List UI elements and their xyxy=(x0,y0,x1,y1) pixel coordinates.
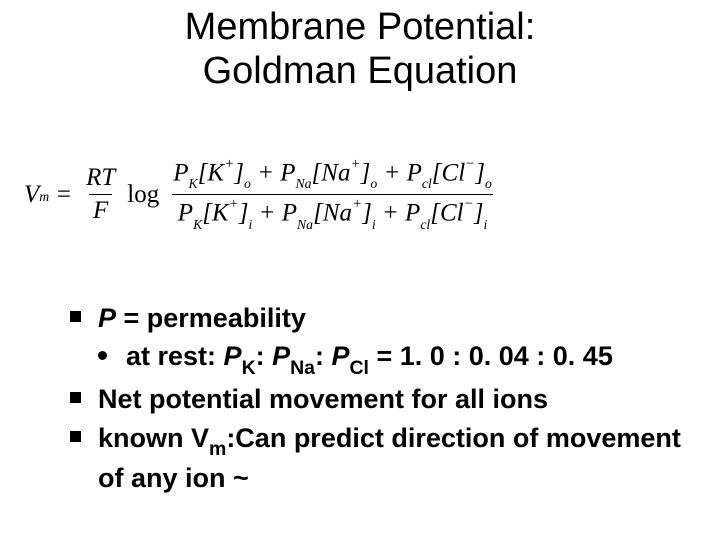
eq-num-pna: P xyxy=(280,159,295,186)
eq-num-cl-o: o xyxy=(485,176,492,191)
eq-num-k-brc: ] xyxy=(234,159,244,186)
eq-den-na-brc: ] xyxy=(362,200,372,227)
eq-den-na-ch: + xyxy=(352,196,362,212)
eq-num-k-br: [ xyxy=(198,159,208,186)
atrest-pcl-sub: Cl xyxy=(350,357,369,379)
eq-den-pk: P xyxy=(178,200,193,227)
atrest-pk-sub: K xyxy=(242,357,256,379)
eq-num-pcl-sub: cl xyxy=(422,176,432,191)
eq-num-pna-sub: Na xyxy=(296,176,312,191)
eq-den-plus2: + xyxy=(382,200,405,227)
eq-den-pna-sub: Na xyxy=(297,217,313,232)
eq-den-k-i: i xyxy=(249,217,253,232)
eq-den-cl-br: [ xyxy=(430,200,440,227)
bullet-list: P = permeability at rest: PK: PNa: PCl =… xyxy=(70,300,690,499)
eq-num-k-ion: K xyxy=(207,159,224,186)
atrest-pre: at rest: xyxy=(126,341,224,371)
bullet-permeability: P = permeability xyxy=(70,300,690,336)
eq-main-frac: PK[K+]o + PNa[Na+]o + Pcl[Cl−]o PK[K+]i … xyxy=(167,155,498,235)
eq-num-na-o: o xyxy=(370,176,377,191)
eq-num-na-br: [ xyxy=(312,159,322,186)
eq-num-pk: P xyxy=(173,159,188,186)
eq-rt-over-f: RT F xyxy=(82,162,119,227)
eq-den-pk-sub: K xyxy=(193,217,202,232)
eq-den-na-i: i xyxy=(372,217,376,232)
atrest-pcl: P xyxy=(331,341,349,371)
eq-num-k-o: o xyxy=(244,176,251,191)
eq-num-cl-br: [ xyxy=(432,159,442,186)
bullet-net-potential: Net potential movement for all ions xyxy=(70,381,690,417)
eq-den-na-ion: Na xyxy=(323,200,352,227)
eq-log: log xyxy=(127,181,159,209)
atrest-vals: = 1. 0 : 0. 04 : 0. 45 xyxy=(369,341,613,371)
eq-numerator: PK[K+]o + PNa[Na+]o + Pcl[Cl−]o xyxy=(167,155,498,194)
eq-den-k-br: [ xyxy=(202,200,212,227)
eq-num-plus2: + xyxy=(383,159,406,186)
eq-num-na-brc: ] xyxy=(361,159,371,186)
eq-den-cl-i: i xyxy=(483,217,487,232)
atrest-pk: P xyxy=(224,341,242,371)
eq-den-pcl-sub: cl xyxy=(420,217,430,232)
eq-den-pcl: P xyxy=(405,200,420,227)
eq-den-cl-ion: Cl xyxy=(440,200,464,227)
bullet-p-var: P xyxy=(98,303,116,333)
eq-num-cl-ion: Cl xyxy=(442,159,466,186)
bullet-at-rest: at rest: PK: PNa: PCl = 1. 0 : 0. 04 : 0… xyxy=(98,338,690,379)
eq-denominator: PK[K+]i + PNa[Na+]i + Pcl[Cl−]i xyxy=(172,194,494,234)
eq-num-na-ch: + xyxy=(350,156,360,172)
eq-rt: RT xyxy=(82,162,119,194)
slide-title: Membrane Potential: Goldman Equation xyxy=(0,0,720,93)
eq-den-pna: P xyxy=(282,200,297,227)
eq-num-plus1: + xyxy=(257,159,280,186)
goldman-equation: Vm = RT F log PK[K+]o + PNa[Na+]o + Pcl[… xyxy=(24,155,502,235)
eq-num-cl-ch: − xyxy=(465,156,475,172)
title-line-2: Goldman Equation xyxy=(203,50,518,92)
vm-sub: m xyxy=(209,438,226,460)
eq-num-k-ch: + xyxy=(224,156,234,172)
atrest-sep1: : xyxy=(256,341,273,371)
eq-den-k-ch: + xyxy=(229,196,239,212)
eq-num-na-ion: Na xyxy=(321,159,350,186)
eq-lhs-var: V xyxy=(24,181,39,209)
eq-equals: = xyxy=(55,181,72,209)
eq-lhs-sub: m xyxy=(39,189,49,205)
bullet-p-def: = permeability xyxy=(116,303,306,333)
eq-num-pk-sub: K xyxy=(189,176,198,191)
bullet-known-vm: known Vm:Can predict direction of moveme… xyxy=(70,420,690,497)
title-line-1: Membrane Potential: xyxy=(185,6,536,48)
eq-den-k-brc: ] xyxy=(239,200,249,227)
atrest-pna: P xyxy=(272,341,290,371)
eq-f: F xyxy=(89,194,112,227)
eq-den-k-ion: K xyxy=(212,200,229,227)
eq-num-cl-brc: ] xyxy=(475,159,485,186)
atrest-pna-sub: Na xyxy=(290,357,315,379)
eq-num-pcl: P xyxy=(407,159,422,186)
vm-pre: known V xyxy=(98,423,209,453)
eq-den-cl-ch: − xyxy=(464,196,474,212)
eq-den-na-br: [ xyxy=(313,200,323,227)
atrest-sep2: : xyxy=(315,341,332,371)
eq-den-plus1: + xyxy=(259,200,282,227)
